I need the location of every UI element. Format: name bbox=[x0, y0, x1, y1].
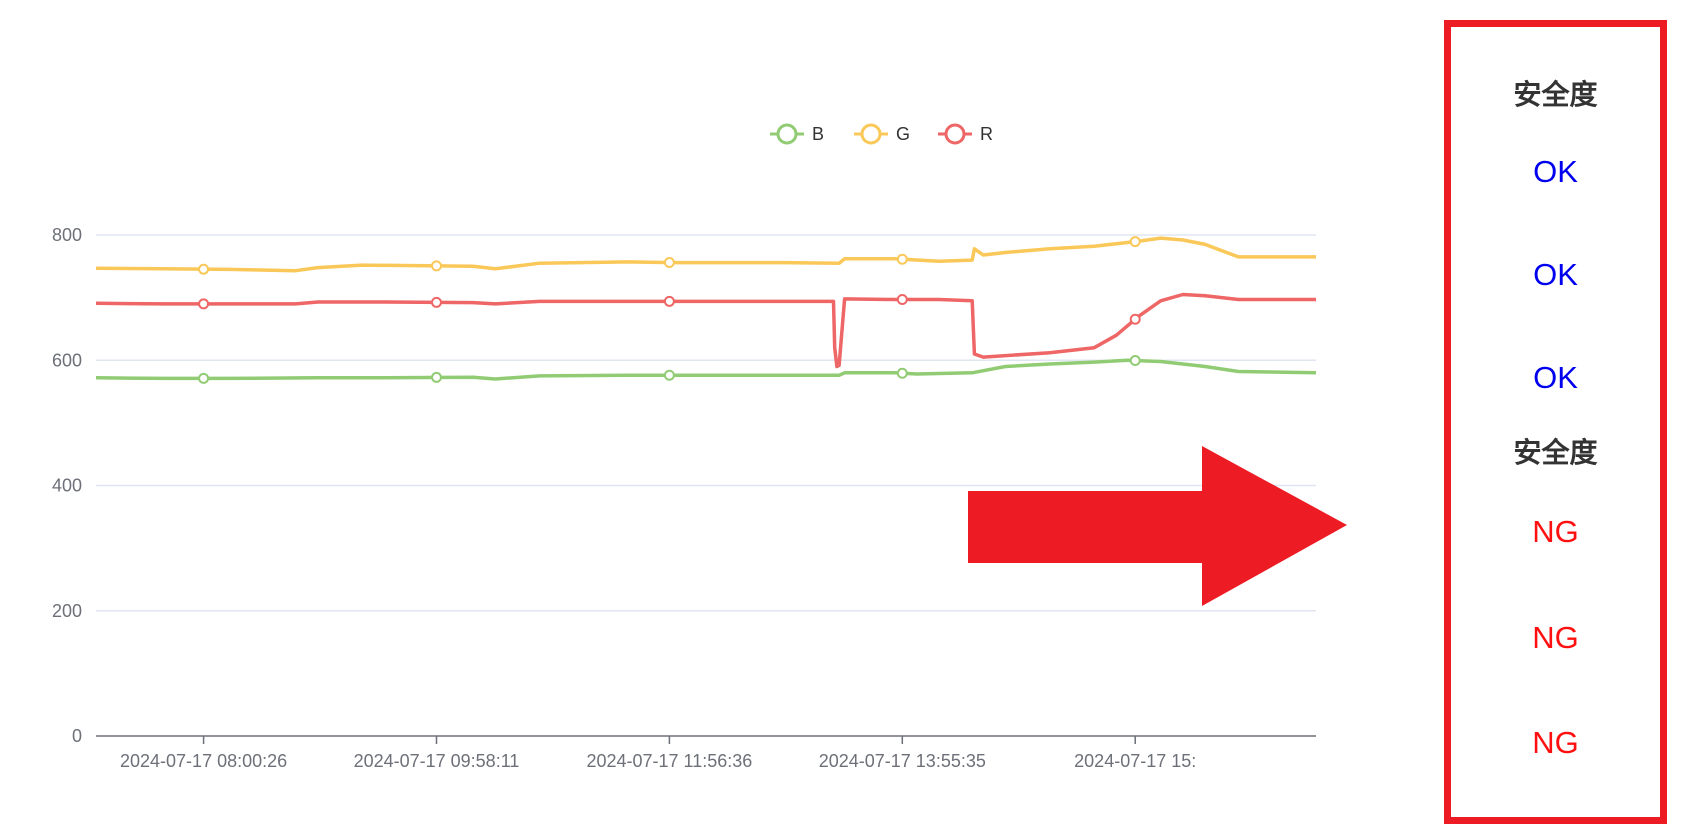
legend-item-G[interactable]: G bbox=[854, 123, 910, 145]
legend-marker bbox=[776, 123, 798, 145]
series-point-R bbox=[198, 298, 210, 310]
legend-marker bbox=[944, 123, 966, 145]
series-point-G bbox=[663, 257, 675, 269]
status-ok-2: OK bbox=[1533, 257, 1578, 292]
y-tick-label: 200 bbox=[52, 601, 82, 621]
x-tick-label: 2024-07-17 11:56:36 bbox=[586, 751, 752, 771]
series-lines bbox=[96, 236, 1316, 384]
series-point-R bbox=[896, 294, 908, 306]
series-point-G bbox=[430, 260, 442, 272]
series-point-B bbox=[198, 372, 210, 384]
y-tick-label: 800 bbox=[52, 225, 82, 245]
y-tick-label: 600 bbox=[52, 350, 82, 370]
legend-label: B bbox=[812, 124, 824, 144]
grid-lines bbox=[96, 234, 1316, 612]
legend-label: G bbox=[896, 124, 910, 144]
safety-status-panel: 安全度 OK OK OK 安全度 NG NG NG bbox=[1444, 20, 1667, 824]
series-point-B bbox=[430, 371, 442, 383]
x-tick-label: 2024-07-17 13:55:35 bbox=[819, 751, 986, 771]
series-point-B bbox=[1129, 355, 1141, 367]
series-point-G bbox=[896, 253, 908, 265]
status-ng-2: NG bbox=[1532, 620, 1579, 655]
status-ok-1: OK bbox=[1533, 154, 1578, 189]
y-axis: 0 200 400 600 800 bbox=[52, 225, 82, 746]
legend-item-R[interactable]: R bbox=[938, 123, 993, 145]
safety-heading-top: 安全度 bbox=[1513, 78, 1598, 111]
y-tick-label: 0 bbox=[72, 726, 82, 746]
series-line-G bbox=[96, 236, 1316, 273]
x-tick-label: 2024-07-17 08:00:26 bbox=[120, 751, 287, 771]
series-point-G bbox=[1129, 236, 1141, 248]
series-point-R bbox=[1129, 313, 1141, 325]
series-point-G bbox=[198, 263, 210, 275]
legend-label: R bbox=[980, 124, 993, 144]
series-point-R bbox=[430, 296, 442, 308]
x-tick-label: 2024-07-17 09:58:11 bbox=[354, 751, 520, 771]
safety-heading-bottom: 安全度 bbox=[1513, 436, 1598, 469]
x-axis: 2024-07-17 08:00:26 2024-07-17 09:58:11 20… bbox=[96, 735, 1316, 771]
legend-marker bbox=[860, 123, 882, 145]
series-line-B bbox=[96, 358, 1316, 381]
status-ng-1: NG bbox=[1532, 514, 1579, 549]
legend-item-B[interactable]: B bbox=[770, 123, 824, 145]
series-point-R bbox=[663, 295, 675, 307]
y-tick-label: 400 bbox=[52, 476, 82, 496]
series-point-B bbox=[896, 367, 908, 379]
status-ok-3: OK bbox=[1533, 360, 1578, 395]
series-point-B bbox=[663, 369, 675, 381]
status-ng-3: NG bbox=[1532, 725, 1579, 760]
x-tick-label: 2024-07-17 15: bbox=[1074, 751, 1196, 771]
red-arrow bbox=[968, 446, 1347, 606]
